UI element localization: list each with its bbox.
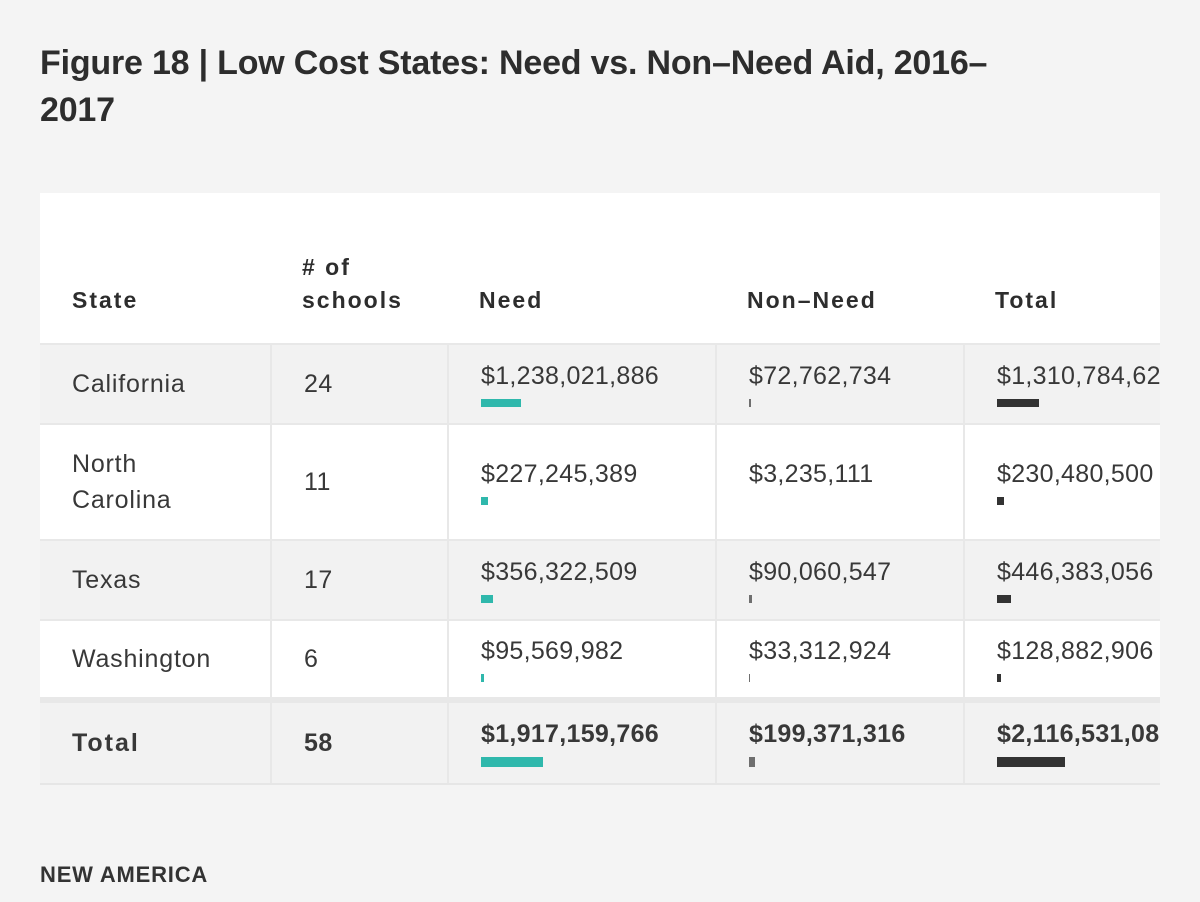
state-cell: Total [72, 729, 140, 757]
total-cell: $128,882,906 [963, 621, 1160, 697]
header-cell-non-need: Non–Need [747, 287, 877, 313]
state-cell: California [72, 370, 186, 398]
table-row-washington: Washington 6 $95,569,982 $33,312,924 $12… [40, 619, 1160, 697]
non-need-cell: $33,312,924 [715, 621, 963, 697]
new-america-logo: NEW AMERICA [40, 862, 209, 887]
total-bar [997, 497, 1004, 505]
table-row-texas: Texas 17 $356,322,509 $90,060,547 $446,3… [40, 539, 1160, 619]
total-cell: $230,480,500 [963, 425, 1160, 539]
non-need-value: $3,235,111 [749, 460, 874, 488]
non-need-bar [749, 595, 752, 603]
non-need-bar [749, 757, 755, 767]
total-cell: $2,116,531,082 [963, 703, 1160, 783]
need-cell: $356,322,509 [447, 541, 715, 619]
table-row-california: California 24 $1,238,021,886 $72,762,734… [40, 343, 1160, 423]
non-need-cell: $199,371,316 [715, 703, 963, 783]
total-value: $446,383,056 [997, 558, 1154, 586]
need-bar [481, 674, 484, 682]
state-cell: North Carolina [72, 450, 172, 514]
total-value: $128,882,906 [997, 637, 1154, 665]
need-value: $1,917,159,766 [481, 720, 659, 748]
header-cell-need: Need [479, 287, 544, 313]
figure-title-line2: 2017 [40, 91, 115, 129]
figure-title: Figure 18 | Low Cost States: Need vs. No… [40, 40, 1160, 134]
total-bar [997, 595, 1011, 603]
need-bar [481, 497, 488, 505]
non-need-cell: $90,060,547 [715, 541, 963, 619]
total-value: $1,310,784,620 [997, 362, 1160, 390]
need-bar [481, 595, 493, 603]
need-value: $95,569,982 [481, 637, 624, 665]
total-cell: $1,310,784,620 [963, 345, 1160, 423]
schools-cell: 6 [270, 621, 447, 697]
schools-cell: 11 [270, 425, 447, 539]
non-need-bar [749, 399, 751, 407]
table-header-row: State # of schools Need Non–Need Total [40, 193, 1160, 343]
header-cell-state: State [72, 287, 139, 313]
total-bar [997, 399, 1039, 407]
non-need-value: $199,371,316 [749, 720, 906, 748]
need-cell: $1,917,159,766 [447, 703, 715, 783]
header-cell-total: Total [995, 287, 1059, 313]
need-value: $1,238,021,886 [481, 362, 659, 390]
figure-title-line1: Figure 18 | Low Cost States: Need vs. No… [40, 44, 988, 82]
non-need-value: $90,060,547 [749, 558, 892, 586]
table-row-total: Total 58 $1,917,159,766 $199,371,316 $2,… [40, 697, 1160, 783]
need-cell: $1,238,021,886 [447, 345, 715, 423]
schools-cell: 24 [270, 345, 447, 423]
non-need-value: $33,312,924 [749, 637, 892, 665]
non-need-cell: $3,235,111 [715, 425, 963, 539]
total-value: $2,116,531,082 [997, 720, 1160, 748]
need-value: $227,245,389 [481, 460, 638, 488]
table-row-north-carolina: North Carolina 11 $227,245,389 $3,235,11… [40, 423, 1160, 539]
schools-cell: 58 [270, 703, 447, 783]
aid-table: State # of schools Need Non–Need Total C… [40, 193, 1160, 785]
state-cell: Texas [72, 566, 142, 594]
state-cell: Washington [72, 645, 212, 673]
need-bar [481, 757, 543, 767]
total-bar [997, 674, 1001, 682]
non-need-value: $72,762,734 [749, 362, 892, 390]
total-value: $230,480,500 [997, 460, 1154, 488]
total-bar [997, 757, 1065, 767]
aid-table-inner: State # of schools Need Non–Need Total C… [40, 193, 1160, 783]
non-need-cell: $72,762,734 [715, 345, 963, 423]
header-cell-schools: # of schools [302, 254, 403, 313]
need-cell: $227,245,389 [447, 425, 715, 539]
need-bar [481, 399, 521, 407]
need-cell: $95,569,982 [447, 621, 715, 697]
total-cell: $446,383,056 [963, 541, 1160, 619]
schools-cell: 17 [270, 541, 447, 619]
need-value: $356,322,509 [481, 558, 638, 586]
non-need-bar [749, 674, 750, 682]
